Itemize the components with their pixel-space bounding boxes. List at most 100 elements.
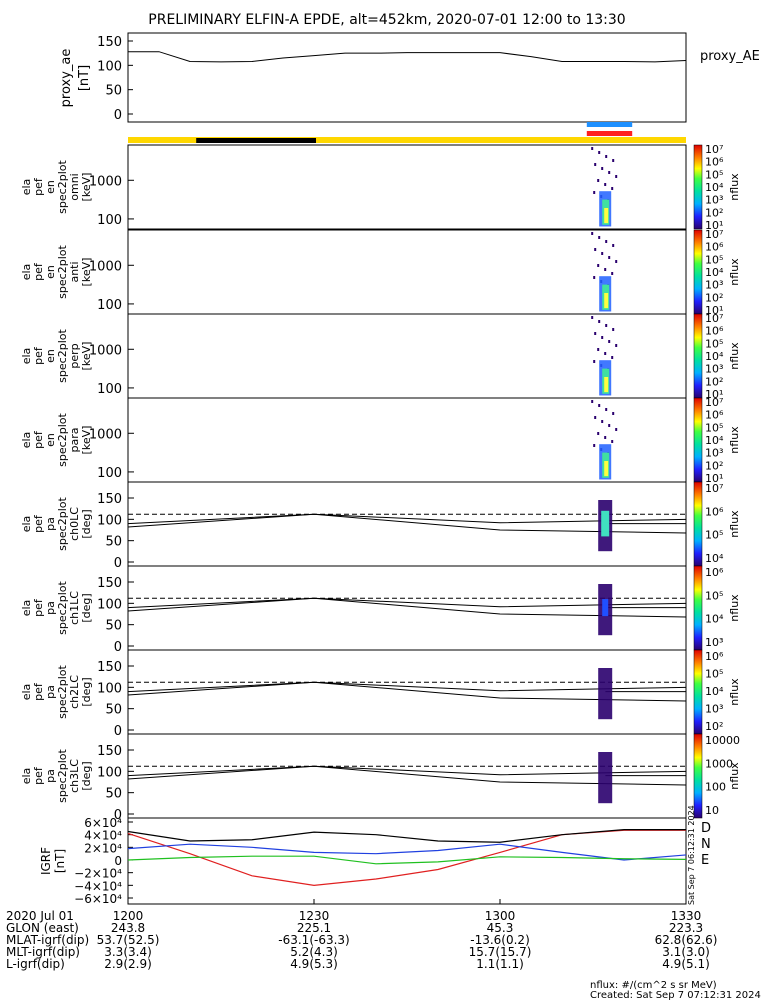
igrf-legend-D: D xyxy=(701,821,711,836)
pa-ylabel-line: pa xyxy=(44,517,57,531)
time-axis-cell: 1230 xyxy=(299,909,330,923)
spec-ytick-label: 100 xyxy=(97,298,122,313)
pa-colorbar xyxy=(693,565,703,651)
spec-speckle xyxy=(594,416,597,419)
pa-ytick-label: 50 xyxy=(105,703,122,718)
spec-colorbar-tick-label: 10² xyxy=(705,291,723,304)
spec-ytick-label: 1000 xyxy=(89,427,122,442)
pa-ylabel-line: ch3LC xyxy=(68,759,81,793)
proxy-ae-ytick-label: 0 xyxy=(114,108,122,123)
pa-colorbar-tick-label: 10⁵ xyxy=(705,529,723,542)
spec-speckle xyxy=(604,268,607,271)
igrf-ytick-label: −4×10⁴ xyxy=(74,879,122,893)
pa-ylabel-line: ch2LC xyxy=(68,675,81,709)
spec-speckle xyxy=(591,400,594,403)
proxy-ae-legend: proxy_AE xyxy=(700,49,760,64)
spec-speckle xyxy=(611,272,614,275)
time-axis-row-label: 2020 Jul 01 xyxy=(6,909,74,923)
pa-ytick-label: 100 xyxy=(97,597,122,612)
spec-speckle xyxy=(593,191,596,194)
spec-speckle xyxy=(605,155,608,158)
spec-ylabel-line: spec2plot xyxy=(56,413,69,467)
pa-colorbar-tick-label: 1000 xyxy=(705,757,733,770)
pa-loss-cone-curve xyxy=(127,513,687,534)
status-bar-black xyxy=(196,138,316,143)
spec-ylabel-line: ela xyxy=(20,348,33,365)
status-bar-yellow xyxy=(128,137,686,143)
spec-colorbar-tick-label: 10¹ xyxy=(705,472,723,485)
time-axis-cell: 223.3 xyxy=(669,921,703,935)
spec-speckle xyxy=(604,436,607,439)
spec-colorbar-label: nflux xyxy=(728,426,741,454)
spec-speckle xyxy=(598,236,601,239)
spec-colorbar-tick-label: 10⁵ xyxy=(705,168,723,181)
spec-colorbar-tick-label: 10² xyxy=(705,206,723,219)
igrf-series-N xyxy=(127,843,687,861)
pa-ytick-label: 0 xyxy=(114,640,122,655)
spec-ylabel-line: en xyxy=(44,433,57,447)
pa-ylabel-line: spec2plot xyxy=(56,665,69,719)
pa-ylabel-line: pa xyxy=(44,769,57,783)
pa-bounce-curve xyxy=(127,681,687,693)
pa-ylabel-line: [deg] xyxy=(80,761,93,790)
spec-colorbar-tick-label: 10¹ xyxy=(705,219,723,232)
spec-colorbar-tick-label: 10¹ xyxy=(705,388,723,401)
pa-ylabel-line: pef xyxy=(32,598,45,617)
igrf-ytick-label: 2×10⁴ xyxy=(84,841,122,855)
spec-ytick-label: 100 xyxy=(97,466,122,481)
spec-ylabel-line: pef xyxy=(32,346,45,365)
pa-colorbar-label: nflux xyxy=(728,594,741,622)
spec-speckle xyxy=(615,175,618,178)
time-axis-cell: 1.1(1.1) xyxy=(476,957,524,971)
spec-colorbar-tick-label: 10² xyxy=(705,459,723,472)
status-bar-blue xyxy=(586,122,633,127)
spec-speckle xyxy=(612,159,615,162)
pa-ylabel-line: spec2plot xyxy=(56,581,69,635)
spec-colorbar-tick-label: 10³ xyxy=(705,447,723,460)
pa-colorbar xyxy=(693,481,703,567)
pa-colorbar-tick-label: 10³ xyxy=(705,703,723,716)
spec-speckle xyxy=(591,316,594,319)
spec-colorbar-tick-label: 10³ xyxy=(705,279,723,292)
spec-ytick-label: 1000 xyxy=(89,259,122,274)
spec-speckle xyxy=(608,340,611,343)
pa-loss-cone-curve xyxy=(127,681,687,702)
spec-ylabel-line: pef xyxy=(32,430,45,449)
spec-speckle xyxy=(612,328,615,331)
time-axis-cell: -63.1(-63.3) xyxy=(278,933,349,947)
spec-colorbar xyxy=(693,313,703,399)
spec-ylabel-line: en xyxy=(44,265,57,279)
spec-ylabel-line: spec2plot xyxy=(56,160,69,214)
igrf-legend-N: N xyxy=(701,837,711,852)
pa-colorbar xyxy=(693,649,703,735)
spec-speckle xyxy=(615,428,618,431)
status-bar-red xyxy=(586,131,633,136)
spec-colorbar-label: nflux xyxy=(728,258,741,286)
proxy-ae-frame xyxy=(127,32,687,123)
time-axis-row-label: MLT-igrf(dip) xyxy=(6,945,80,959)
time-axis-cell: 45.3 xyxy=(487,921,514,935)
spec-colorbar-tick-label: 10³ xyxy=(705,363,723,376)
pa-bounce-curve xyxy=(127,513,687,525)
pa-ytick-label: 0 xyxy=(114,556,122,571)
chart-title: PRELIMINARY ELFIN-A EPDE, alt=452km, 202… xyxy=(148,12,625,28)
spec-blob-yellow xyxy=(604,208,609,224)
spec-ylabel-line: pef xyxy=(32,262,45,281)
pa-ytick-label: 150 xyxy=(97,660,122,675)
spec-speckle xyxy=(605,408,608,411)
pa-blob-cyan xyxy=(601,510,610,537)
spec-colorbar-tick-label: 10⁷ xyxy=(705,396,723,409)
spec-colorbar-tick-label: 10⁴ xyxy=(705,266,724,279)
pa-ytick-label: 0 xyxy=(114,808,122,823)
pa-colorbar-tick-label: 10⁶ xyxy=(705,566,724,579)
spec-speckle xyxy=(604,352,607,355)
spec-ylabel-line: ela xyxy=(20,432,33,449)
time-axis-cell: 2.9(2.9) xyxy=(104,957,152,971)
spec-speckle xyxy=(597,179,600,182)
pa-ylabel-line: [deg] xyxy=(80,677,93,706)
pa-loss-cone-curve xyxy=(127,765,687,786)
pa-ylabel-line: pa xyxy=(44,685,57,699)
pa-colorbar-tick-label: 10⁶ xyxy=(705,505,724,518)
time-axis-cell: 53.7(52.5) xyxy=(97,933,160,947)
